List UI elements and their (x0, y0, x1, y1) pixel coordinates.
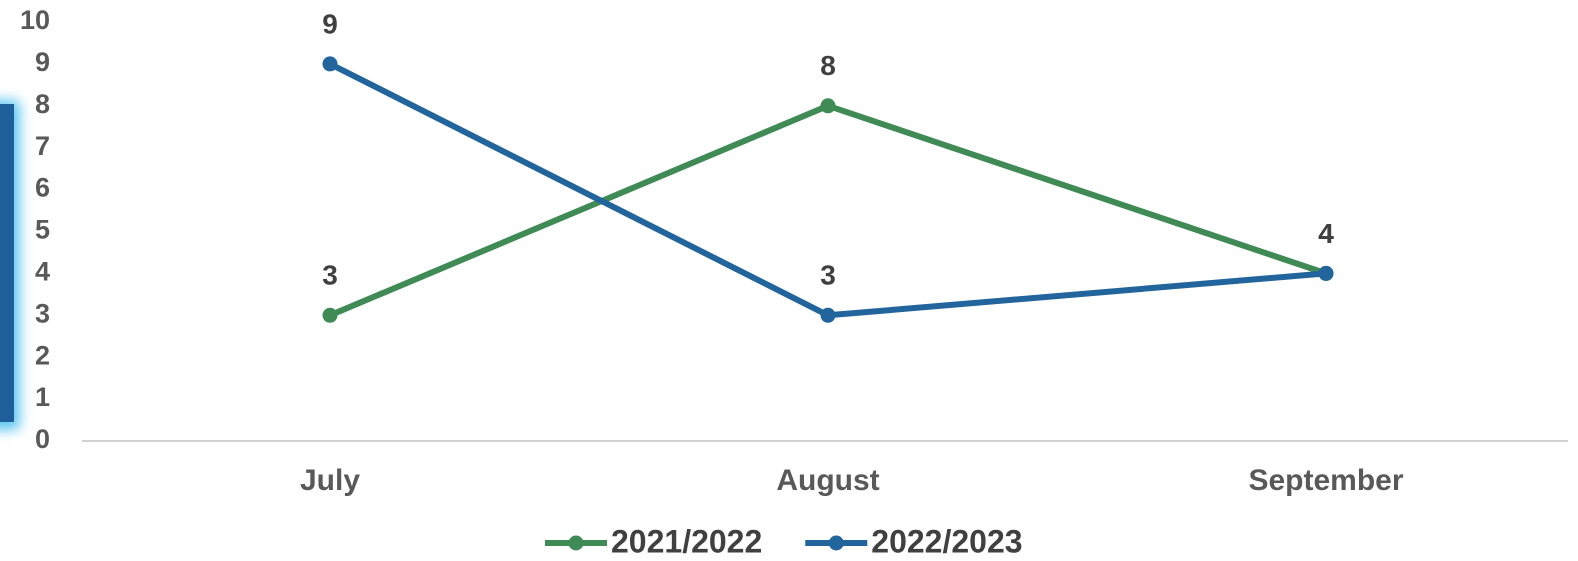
legend-marker (828, 535, 844, 551)
data-label: 4 (1318, 218, 1334, 249)
y-tick-label: 2 (35, 340, 50, 370)
data-point (820, 307, 836, 323)
legend-label: 2022/2023 (871, 523, 1022, 559)
data-label: 3 (322, 260, 338, 291)
x-tick-label: September (1248, 464, 1403, 497)
data-label: 4 (1318, 218, 1334, 249)
data-point (322, 56, 338, 72)
y-tick-label: 0 (35, 424, 50, 454)
y-tick-label: 9 (35, 47, 50, 77)
y-tick-label: 8 (35, 89, 50, 119)
y-tick-label: 5 (35, 215, 50, 245)
y-tick-label: 3 (35, 298, 50, 328)
data-label: 8 (820, 50, 836, 81)
decorative-shape (0, 100, 20, 430)
y-tick-label: 1 (35, 382, 50, 412)
y-tick-label: 6 (35, 173, 50, 203)
y-tick-label: 7 (35, 131, 50, 161)
x-tick-label: July (300, 464, 360, 497)
legend-label: 2021/2022 (611, 523, 762, 559)
x-tick-label: August (776, 464, 879, 497)
data-point (322, 307, 338, 323)
legend-marker (568, 535, 584, 551)
y-tick-label: 4 (35, 257, 50, 287)
y-tick-label: 10 (20, 5, 50, 35)
data-point (1318, 265, 1334, 281)
data-label: 9 (322, 8, 338, 39)
data-label: 3 (820, 260, 836, 291)
data-point (820, 98, 836, 114)
